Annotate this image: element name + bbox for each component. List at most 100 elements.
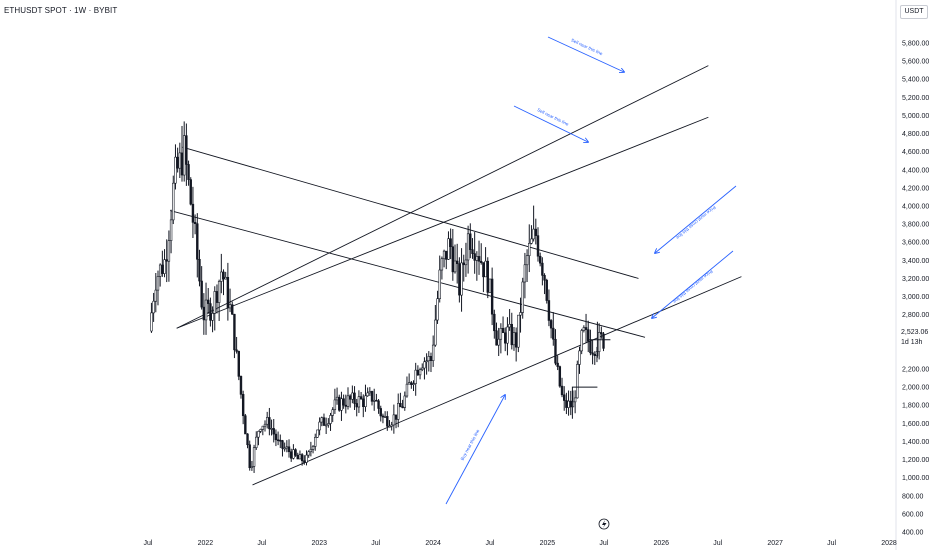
candle-body-71 xyxy=(305,454,308,463)
candle-body-15 xyxy=(182,135,186,176)
price-tick-11: 3,600.00 xyxy=(902,240,929,247)
time-tick-10: Jul xyxy=(713,540,722,547)
price-axis: 5,800.00 5,600.00 5,400.00 5,200.00 5,000.00… xyxy=(895,0,929,550)
candle-body-159 xyxy=(497,338,500,346)
lightning-icon-glyph xyxy=(602,520,607,528)
price-tick-9: 4,000.00 xyxy=(902,204,929,211)
price-tick-5: 4,800.00 xyxy=(902,131,929,138)
candle-body-59 xyxy=(279,439,282,442)
candle-body-154 xyxy=(486,260,489,293)
time-tick-11: 2027 xyxy=(767,540,783,547)
price-tick-26: 400.00 xyxy=(902,530,924,537)
candle-body-20 xyxy=(193,222,197,225)
candle-body-197 xyxy=(580,330,583,352)
candle-body-128 xyxy=(429,356,433,361)
candle-body-26 xyxy=(207,299,210,304)
candle-body-4 xyxy=(158,264,162,277)
candle-body-141 xyxy=(458,263,461,296)
candle-body-81 xyxy=(327,423,330,426)
candle-body-160 xyxy=(499,328,503,340)
price-tick-20: 1,600.00 xyxy=(902,421,929,428)
trendline-4 xyxy=(176,116,709,329)
candle-body-156 xyxy=(490,278,494,315)
candle-body-90 xyxy=(346,395,350,407)
trendline-2 xyxy=(170,210,646,338)
time-tick-4: Jul xyxy=(371,540,380,547)
candle-body-130 xyxy=(434,319,437,346)
candle-body-54 xyxy=(268,417,271,430)
candle-body-133 xyxy=(440,258,444,271)
candle-body-203 xyxy=(593,353,596,357)
price-tick-2: 5,400.00 xyxy=(902,77,929,84)
candle-body-8 xyxy=(167,240,171,262)
candle-body-131 xyxy=(436,298,439,321)
price-tick-6: 4,600.00 xyxy=(902,149,929,156)
price-tick-7: 4,400.00 xyxy=(902,167,929,174)
sell_2-label: Sell near this line xyxy=(536,107,569,127)
candle-body-23 xyxy=(200,280,203,308)
candle-body-3 xyxy=(156,276,160,291)
candle-body-76 xyxy=(316,429,319,438)
candle-body-84 xyxy=(333,399,337,411)
candle-body-30 xyxy=(215,291,219,303)
sell_2-arrow xyxy=(513,105,588,142)
candle-body-187 xyxy=(558,366,562,387)
candle-body-37 xyxy=(231,304,234,315)
buy-label: Buy near this line xyxy=(460,428,481,461)
candle-body-195 xyxy=(576,364,579,399)
candle-body-144 xyxy=(464,259,468,266)
candle-body-61 xyxy=(283,447,286,450)
candle-body-52 xyxy=(263,423,267,427)
candle-body-56 xyxy=(272,428,275,435)
candle-body-198 xyxy=(582,327,586,331)
time-tick-9: 2026 xyxy=(653,540,669,547)
candle-body-11 xyxy=(174,156,177,184)
candle-body-24 xyxy=(202,306,206,321)
candle-body-117 xyxy=(405,383,409,397)
candle-body-199 xyxy=(584,327,588,330)
candle-body-202 xyxy=(591,352,594,355)
candle-body-165 xyxy=(510,323,513,346)
time-tick-2: Jul xyxy=(257,540,266,547)
candle-body-180 xyxy=(543,275,546,281)
candle-body-85 xyxy=(335,396,339,401)
candle-body-166 xyxy=(512,332,516,346)
price_1-arrow xyxy=(655,185,737,253)
candle-body-40 xyxy=(237,351,240,377)
candle-body-146 xyxy=(469,233,472,250)
currency-badge[interactable]: USDT xyxy=(900,5,928,19)
candle-body-123 xyxy=(418,369,422,376)
time-tick-1: 2022 xyxy=(198,540,214,547)
candle-body-68 xyxy=(298,454,302,460)
price-tick-17: 2,200.00 xyxy=(902,367,929,374)
price-tick-24: 800.00 xyxy=(902,493,924,500)
candle-body-98 xyxy=(364,395,367,408)
price_1-label: Price must cross this line xyxy=(675,205,717,241)
candles-layer xyxy=(150,121,605,473)
time-tick-6: Jul xyxy=(485,540,494,547)
candle-body-115 xyxy=(401,406,404,409)
candle-body-78 xyxy=(320,417,323,423)
symbol-title[interactable]: ETHUSDT SPOT · 1W · BYBIT xyxy=(4,6,118,15)
candle-body-18 xyxy=(189,179,192,205)
candle-body-148 xyxy=(473,253,476,261)
bar-countdown: 1d 13h xyxy=(899,337,932,348)
candle-body-153 xyxy=(484,260,487,278)
candle-body-192 xyxy=(569,400,572,408)
candle-body-0 xyxy=(150,312,153,332)
candle-body-55 xyxy=(270,428,273,430)
candle-body-188 xyxy=(560,385,564,396)
candle-body-178 xyxy=(538,255,542,264)
candle-body-53 xyxy=(265,417,269,425)
candle-body-82 xyxy=(329,415,332,424)
candle-body-174 xyxy=(530,238,533,244)
candle-body-73 xyxy=(309,449,313,453)
price-tick-13: 3,200.00 xyxy=(902,276,929,283)
candle-body-60 xyxy=(281,440,284,449)
candle-body-173 xyxy=(528,243,531,257)
candle-body-13 xyxy=(178,152,182,169)
candle-body-74 xyxy=(311,446,315,450)
candle-body-171 xyxy=(523,264,527,283)
